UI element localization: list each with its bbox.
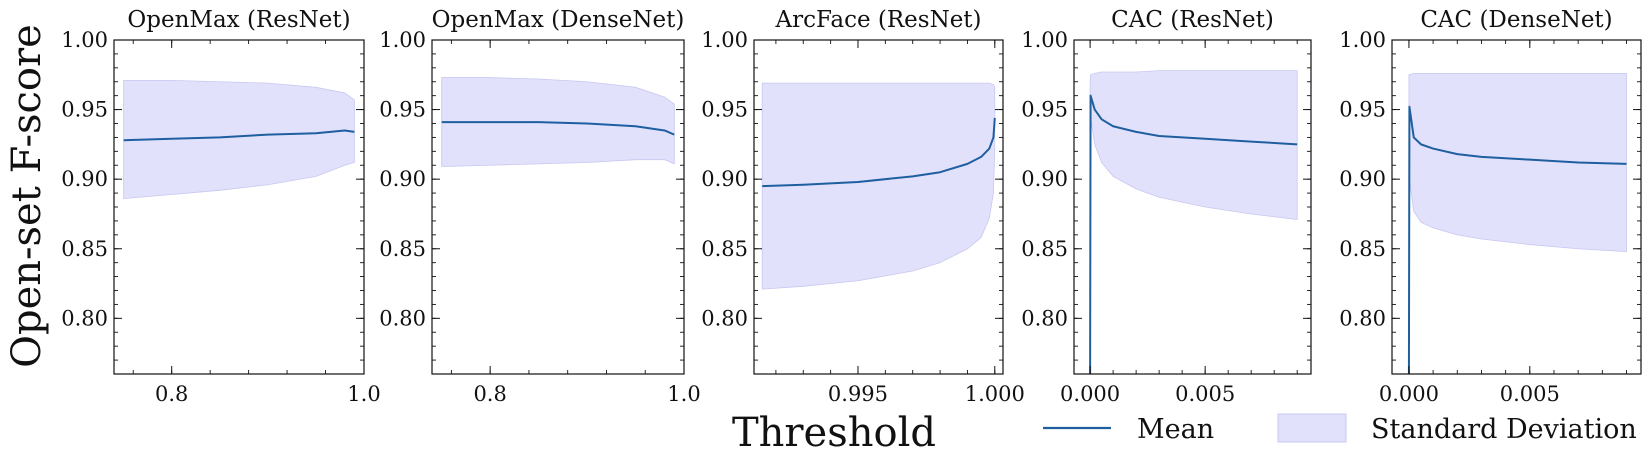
y-tick-label: 0.90 [61, 167, 108, 191]
x-tick-label: 1.0 [347, 382, 380, 406]
x-tick-label: 0.000 [1060, 382, 1120, 406]
std-band [1089, 70, 1298, 220]
x-axis-label: Threshold [732, 410, 936, 456]
plot-area [761, 82, 996, 290]
panel-title: OpenMax (DenseNet) [432, 7, 685, 33]
x-tick-label: 0.8 [473, 382, 506, 406]
mean-line [762, 117, 996, 188]
y-tick-label: 0.80 [61, 306, 108, 330]
panels: 0.80 0.85 0.90 0.95 1.00 0.8 1.0 OpenMax (ResNe… [61, 7, 1642, 406]
y-tick-label: 0.95 [379, 98, 426, 122]
legend-std-label: Standard Deviation [1371, 414, 1637, 445]
y-tick-label: 0.85 [1021, 237, 1068, 261]
x-tick-label: 1.000 [965, 382, 1025, 406]
legend-mean-label: Mean [1137, 414, 1214, 445]
mean-line [123, 129, 355, 142]
plot-area [1407, 73, 1627, 374]
panel-1: 0.80 0.85 0.90 0.95 1.00 0.8 1.0 OpenMax (ResNe… [61, 7, 380, 406]
y-tick-label: 0.80 [701, 306, 748, 330]
y-tick-label: 1.00 [1339, 28, 1386, 52]
y-tick-label: 1.00 [1021, 28, 1068, 52]
mean-line [1089, 94, 1298, 374]
y-tick-label: 0.95 [701, 98, 748, 122]
x-tick-label: 0.000 [1379, 382, 1439, 406]
y-tick-label: 0.85 [701, 237, 748, 261]
mean-line [1407, 105, 1627, 374]
panel-title: ArcFace (ResNet) [774, 7, 981, 33]
x-tick-label: 0.995 [828, 382, 888, 406]
y-tick-label: 0.80 [1021, 306, 1068, 330]
x-tick-label: 0.005 [1500, 382, 1560, 406]
y-tick-label: 1.00 [379, 28, 426, 52]
panel-5: 0.80 0.85 0.90 0.95 1.00 0.000 0.005 CAC (Dense… [1339, 7, 1642, 406]
y-tick-label: 0.95 [61, 98, 108, 122]
std-band [1408, 73, 1627, 252]
panel-title: CAC (DenseNet) [1420, 7, 1612, 33]
panel-4: 0.80 0.85 0.90 0.95 1.00 0.000 0.005 CAC (ResNe… [1021, 7, 1312, 406]
plot-area [1089, 70, 1298, 374]
mean-line [441, 121, 675, 136]
panel-title: CAC (ResNet) [1111, 7, 1274, 33]
x-tick-label: 0.8 [155, 382, 188, 406]
legend-std-swatch [1277, 413, 1347, 443]
plot-area [123, 79, 355, 200]
y-tick-label: 1.00 [701, 28, 748, 52]
y-axis-label: Open-set F-score [4, 24, 50, 368]
panel-title: OpenMax (ResNet) [127, 7, 350, 33]
y-tick-label: 0.90 [701, 167, 748, 191]
y-tick-label: 0.85 [61, 237, 108, 261]
x-tick-label: 1.0 [667, 382, 700, 406]
y-tick-label: 0.80 [1339, 306, 1386, 330]
y-tick-label: 0.90 [379, 167, 426, 191]
std-band [761, 82, 996, 290]
y-tick-label: 1.00 [61, 28, 108, 52]
plot-area [441, 77, 675, 168]
panel-3: 0.80 0.85 0.90 0.95 1.00 0.995 1.000 ArcFace (R… [701, 7, 1025, 406]
y-tick-label: 0.85 [379, 237, 426, 261]
legend: Mean Standard Deviation [1043, 413, 1637, 445]
x-tick-label: 0.005 [1175, 382, 1235, 406]
y-tick-label: 0.90 [1021, 167, 1068, 191]
y-tick-label: 0.90 [1339, 167, 1386, 191]
y-tick-label: 0.95 [1339, 98, 1386, 122]
y-tick-label: 0.85 [1339, 237, 1386, 261]
std-band [123, 79, 355, 200]
panel-2: 0.80 0.85 0.90 0.95 1.00 0.8 1.0 OpenMax (Dense… [379, 7, 700, 406]
y-tick-label: 0.95 [1021, 98, 1068, 122]
y-tick-label: 0.80 [379, 306, 426, 330]
